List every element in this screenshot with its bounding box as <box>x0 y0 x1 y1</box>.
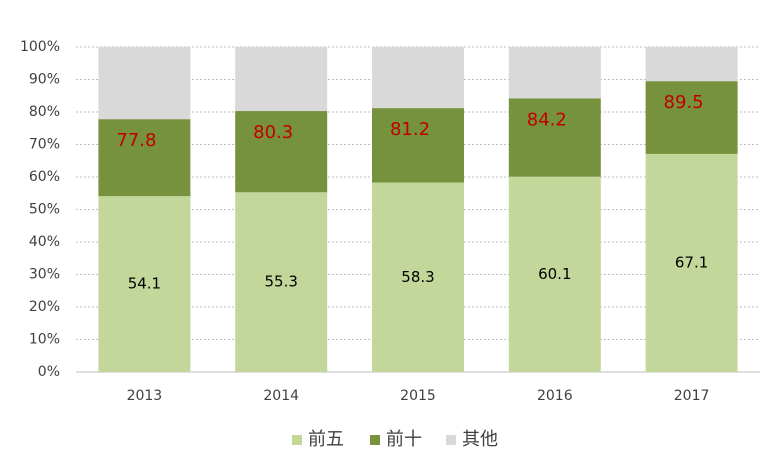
bar-segment <box>645 153 738 372</box>
top-label: 81.2 <box>390 119 430 140</box>
legend-swatch <box>446 435 456 445</box>
y-tick-label: 80% <box>29 104 60 120</box>
y-tick-label: 100% <box>20 39 60 55</box>
x-tick-label: 2014 <box>263 388 299 404</box>
bar-segment <box>645 81 738 154</box>
y-tick-label: 0% <box>38 364 60 380</box>
bar-segment <box>645 47 738 82</box>
y-tick-label: 20% <box>29 299 60 315</box>
data-label: 54.1 <box>128 275 161 293</box>
x-tick-label: 2016 <box>537 388 573 404</box>
bar-segment <box>508 176 601 372</box>
data-label: 58.3 <box>401 268 434 286</box>
top-label: 84.2 <box>527 109 567 130</box>
bar-segment <box>235 47 328 112</box>
bar-segment <box>372 108 464 183</box>
y-tick-label: 60% <box>29 169 60 185</box>
bar-segment <box>98 47 191 120</box>
y-tick-label: 50% <box>29 202 60 218</box>
y-tick-label: 70% <box>29 137 60 153</box>
x-tick-label: 2013 <box>127 388 163 404</box>
data-label: 55.3 <box>264 273 297 291</box>
bar-segment <box>372 47 464 109</box>
legend-label: 前十 <box>386 429 422 450</box>
legend-swatch <box>370 435 380 445</box>
legend-label: 其他 <box>462 429 498 450</box>
x-tick-label: 2015 <box>400 388 436 404</box>
bar-segment <box>372 182 464 372</box>
bar-segment <box>98 119 191 197</box>
y-tick-label: 10% <box>29 332 60 348</box>
bar-segment <box>98 196 191 372</box>
y-tick-label: 40% <box>29 234 60 250</box>
legend-swatch <box>292 435 302 445</box>
bar-segment <box>508 47 601 99</box>
bar-segment <box>235 111 328 193</box>
top-label: 80.3 <box>253 122 293 143</box>
legend-label: 前五 <box>308 429 344 450</box>
data-label: 60.1 <box>538 265 571 283</box>
x-tick-label: 2017 <box>674 388 710 404</box>
y-tick-label: 30% <box>29 267 60 283</box>
bar-segment <box>235 192 328 372</box>
y-tick-label: 90% <box>29 72 60 88</box>
bar-segment <box>508 98 601 177</box>
data-label: 67.1 <box>675 253 708 271</box>
top-label: 89.5 <box>664 92 704 113</box>
top-label: 77.8 <box>116 130 156 151</box>
